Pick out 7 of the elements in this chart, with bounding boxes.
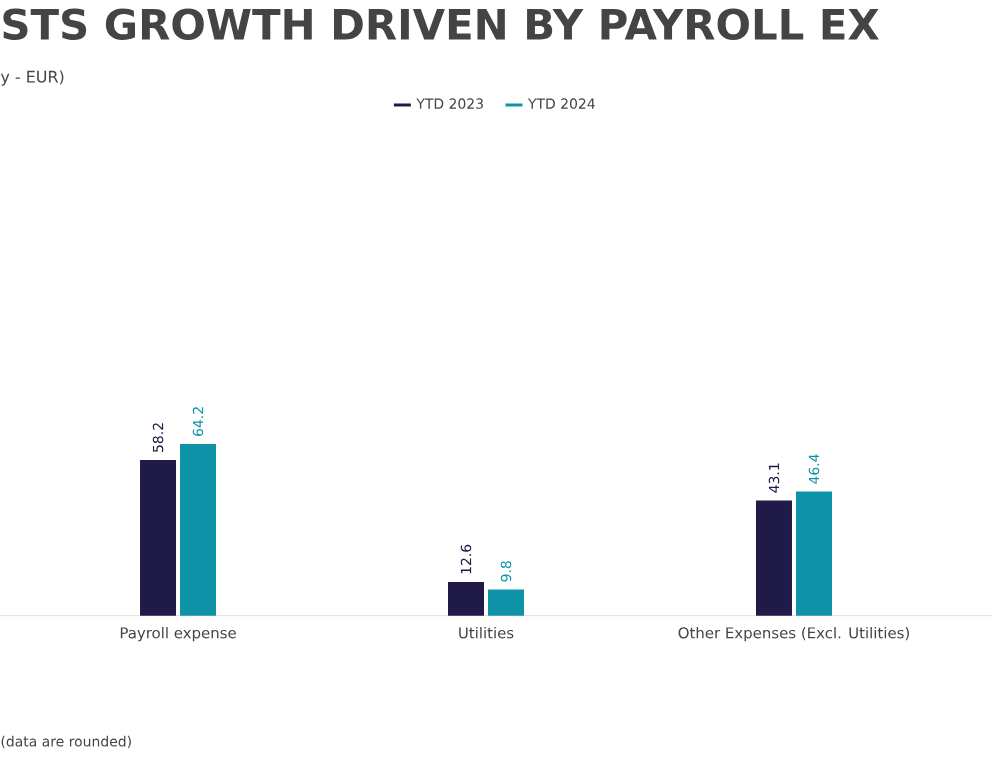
- chart-title: STS GROWTH DRIVEN BY PAYROLL EX: [3, 8, 879, 41]
- bar: [180, 443, 217, 616]
- bar: [488, 589, 525, 616]
- bar: [140, 460, 177, 616]
- bar: [448, 581, 485, 616]
- bar: [795, 491, 832, 616]
- bar: [755, 500, 792, 616]
